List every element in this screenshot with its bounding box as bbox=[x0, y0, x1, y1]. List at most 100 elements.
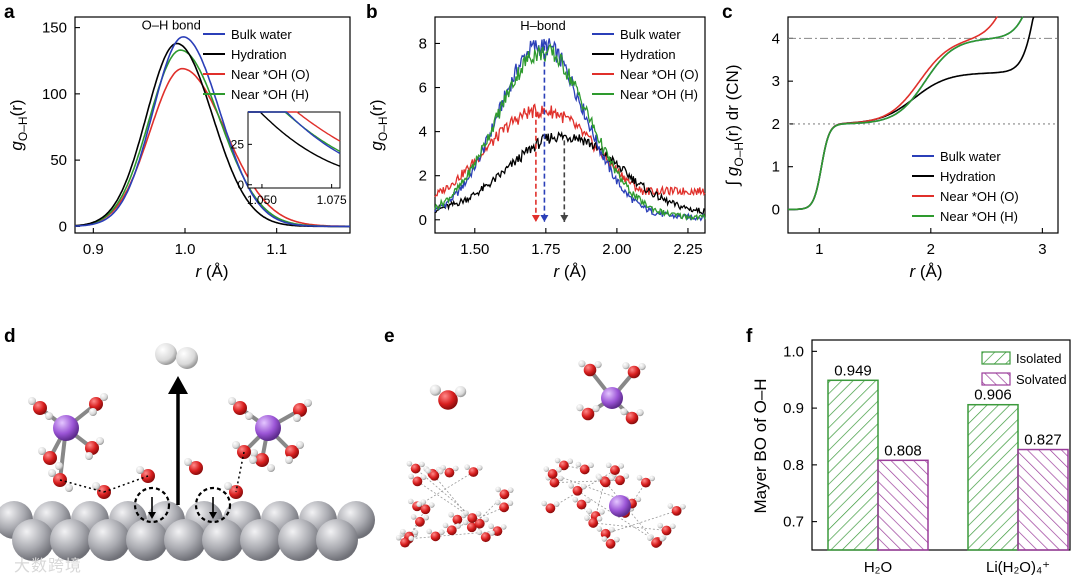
oxygen-atom bbox=[452, 514, 463, 525]
chart-f-legend-swatch bbox=[981, 372, 1011, 386]
hydrogen-atom bbox=[489, 530, 495, 536]
chart-c-legend-label: Hydration bbox=[940, 169, 996, 184]
chart-f-category-label: H₂O bbox=[864, 559, 892, 576]
hydrogen-atom bbox=[428, 502, 435, 508]
hydrogen-atom bbox=[426, 528, 433, 535]
chart-a-ytick-label: 150 bbox=[42, 20, 67, 37]
chart-f-ytick-label: 0.7 bbox=[783, 514, 804, 531]
hydrogen-atom bbox=[92, 482, 100, 490]
chart-b-legend-label: Near *OH (H) bbox=[620, 87, 698, 102]
chart-a-inset-series-line bbox=[248, 111, 341, 167]
hydrogen-atom bbox=[437, 468, 444, 475]
hydrogen-atom bbox=[38, 447, 46, 455]
chart-c-xaxis-label: r (Å) bbox=[909, 262, 942, 281]
oxygen-atom bbox=[412, 476, 423, 487]
oxygen-atom bbox=[468, 467, 479, 477]
oxygen-atom bbox=[446, 525, 457, 536]
hydrogen-atom bbox=[635, 496, 642, 503]
chart-f-axes-frame bbox=[811, 339, 1071, 551]
oxygen-atom bbox=[420, 504, 431, 515]
hydrogen-atom bbox=[475, 511, 482, 517]
chart-a-axes-frame bbox=[74, 16, 351, 234]
oxygen-atom bbox=[33, 401, 47, 415]
hydrogen-atom bbox=[228, 397, 236, 405]
oxygen-atom bbox=[627, 365, 641, 379]
chart-f-bar bbox=[877, 459, 929, 551]
chart-f-bar bbox=[827, 379, 879, 551]
hydrogen-atom bbox=[580, 483, 587, 490]
oxygen-atom bbox=[600, 528, 611, 539]
panel-d-electrode-illustration bbox=[0, 343, 375, 561]
oxygen-atom bbox=[43, 451, 57, 465]
oxygen-atom bbox=[474, 518, 485, 529]
hydrogen-atom bbox=[576, 404, 584, 412]
chart-f-bar-value-label: 0.808 bbox=[884, 442, 922, 459]
h2-molecule bbox=[155, 343, 198, 369]
chart-b-hbond-distribution: 1.50 1.75 2.00 2.25 0 2 4 6 8 H–bond Bulk water Hyd… bbox=[367, 16, 706, 281]
oxygen-atom bbox=[615, 475, 625, 486]
hydrogen-atom bbox=[452, 465, 459, 472]
chart-c-ytick-label: 1 bbox=[772, 159, 780, 176]
hydrogen-atom bbox=[463, 510, 469, 516]
hydrogen-atom bbox=[592, 405, 600, 413]
oxygen-atom bbox=[492, 526, 503, 537]
hydrogen-atom bbox=[646, 535, 653, 541]
oxygen-atom bbox=[255, 453, 269, 467]
chart-b-xtick-label: 2.00 bbox=[602, 241, 631, 258]
oxygen-atom bbox=[661, 525, 672, 536]
hydrogen-atom bbox=[408, 473, 414, 480]
chart-b-series-line bbox=[434, 43, 706, 222]
hydrogen-atom bbox=[55, 462, 63, 470]
hydrogen-atom bbox=[623, 473, 630, 479]
hydrogen-atom bbox=[609, 475, 615, 481]
chart-b-peak-marker-arrowhead bbox=[560, 214, 569, 222]
hydrogen-atom bbox=[293, 414, 301, 422]
hydrogen-atom bbox=[455, 386, 467, 398]
chart-a-ytick-label: 0 bbox=[59, 218, 67, 235]
chart-a-inset-ytick-label: 0 bbox=[237, 178, 244, 192]
chart-b-peak-marker-arrowhead bbox=[531, 214, 540, 222]
hydrogen-atom bbox=[488, 523, 494, 530]
hydrogen-atom bbox=[585, 497, 591, 504]
oxygen-atom bbox=[640, 477, 651, 488]
hydrogen-atom bbox=[407, 498, 414, 505]
oxygen-atom bbox=[410, 463, 421, 474]
solvated-li-clusters bbox=[28, 393, 312, 499]
hydrogen-atom bbox=[567, 458, 574, 465]
chart-f-bar bbox=[1017, 448, 1069, 551]
chart-f-yaxis-label: Mayer BO of O–H bbox=[751, 378, 770, 513]
hydrogen-atom bbox=[609, 526, 615, 533]
panel-letter-f: f bbox=[746, 326, 753, 347]
oxygen-atom bbox=[285, 445, 299, 459]
chart-b-ytick-label: 8 bbox=[419, 35, 427, 52]
hydrogen-atom bbox=[638, 363, 646, 371]
oxygen-atom bbox=[651, 538, 661, 548]
hydrogen-atom bbox=[494, 499, 501, 506]
hydrogen-atom bbox=[500, 524, 507, 530]
oxygen-atom bbox=[581, 407, 595, 421]
hydrogen-atom bbox=[420, 499, 427, 505]
chart-b-axes-frame bbox=[434, 16, 706, 234]
chart-b-peak-marker-arrowhead bbox=[540, 214, 549, 222]
hydrogen-atom bbox=[448, 511, 454, 518]
chart-b-series-line bbox=[434, 103, 706, 198]
oxygen-atom bbox=[572, 485, 583, 496]
hydrogen-bond bbox=[417, 481, 473, 519]
chart-b-legend-label: Near *OH (O) bbox=[620, 67, 699, 82]
oxygen-atom bbox=[467, 513, 478, 523]
chart-b-xtick-label: 1.75 bbox=[531, 241, 560, 258]
chart-c-series-line bbox=[788, 16, 1035, 211]
oxygen-atom bbox=[89, 397, 103, 411]
hydrogen-atom bbox=[400, 528, 406, 535]
chart-a-ytick-label: 50 bbox=[50, 152, 67, 169]
hydrogen-atom bbox=[285, 456, 293, 464]
hydrogen-atom bbox=[605, 462, 612, 469]
chart-a-inset-series-line bbox=[248, 111, 341, 155]
chart-c-xtick-label: 3 bbox=[1038, 241, 1046, 258]
hydrogen-atom bbox=[670, 523, 676, 530]
hydrogen-atom bbox=[423, 514, 430, 521]
oxygen-atom bbox=[610, 465, 620, 476]
hydrogen-atom bbox=[588, 462, 594, 469]
chart-b-series-line bbox=[434, 38, 706, 222]
